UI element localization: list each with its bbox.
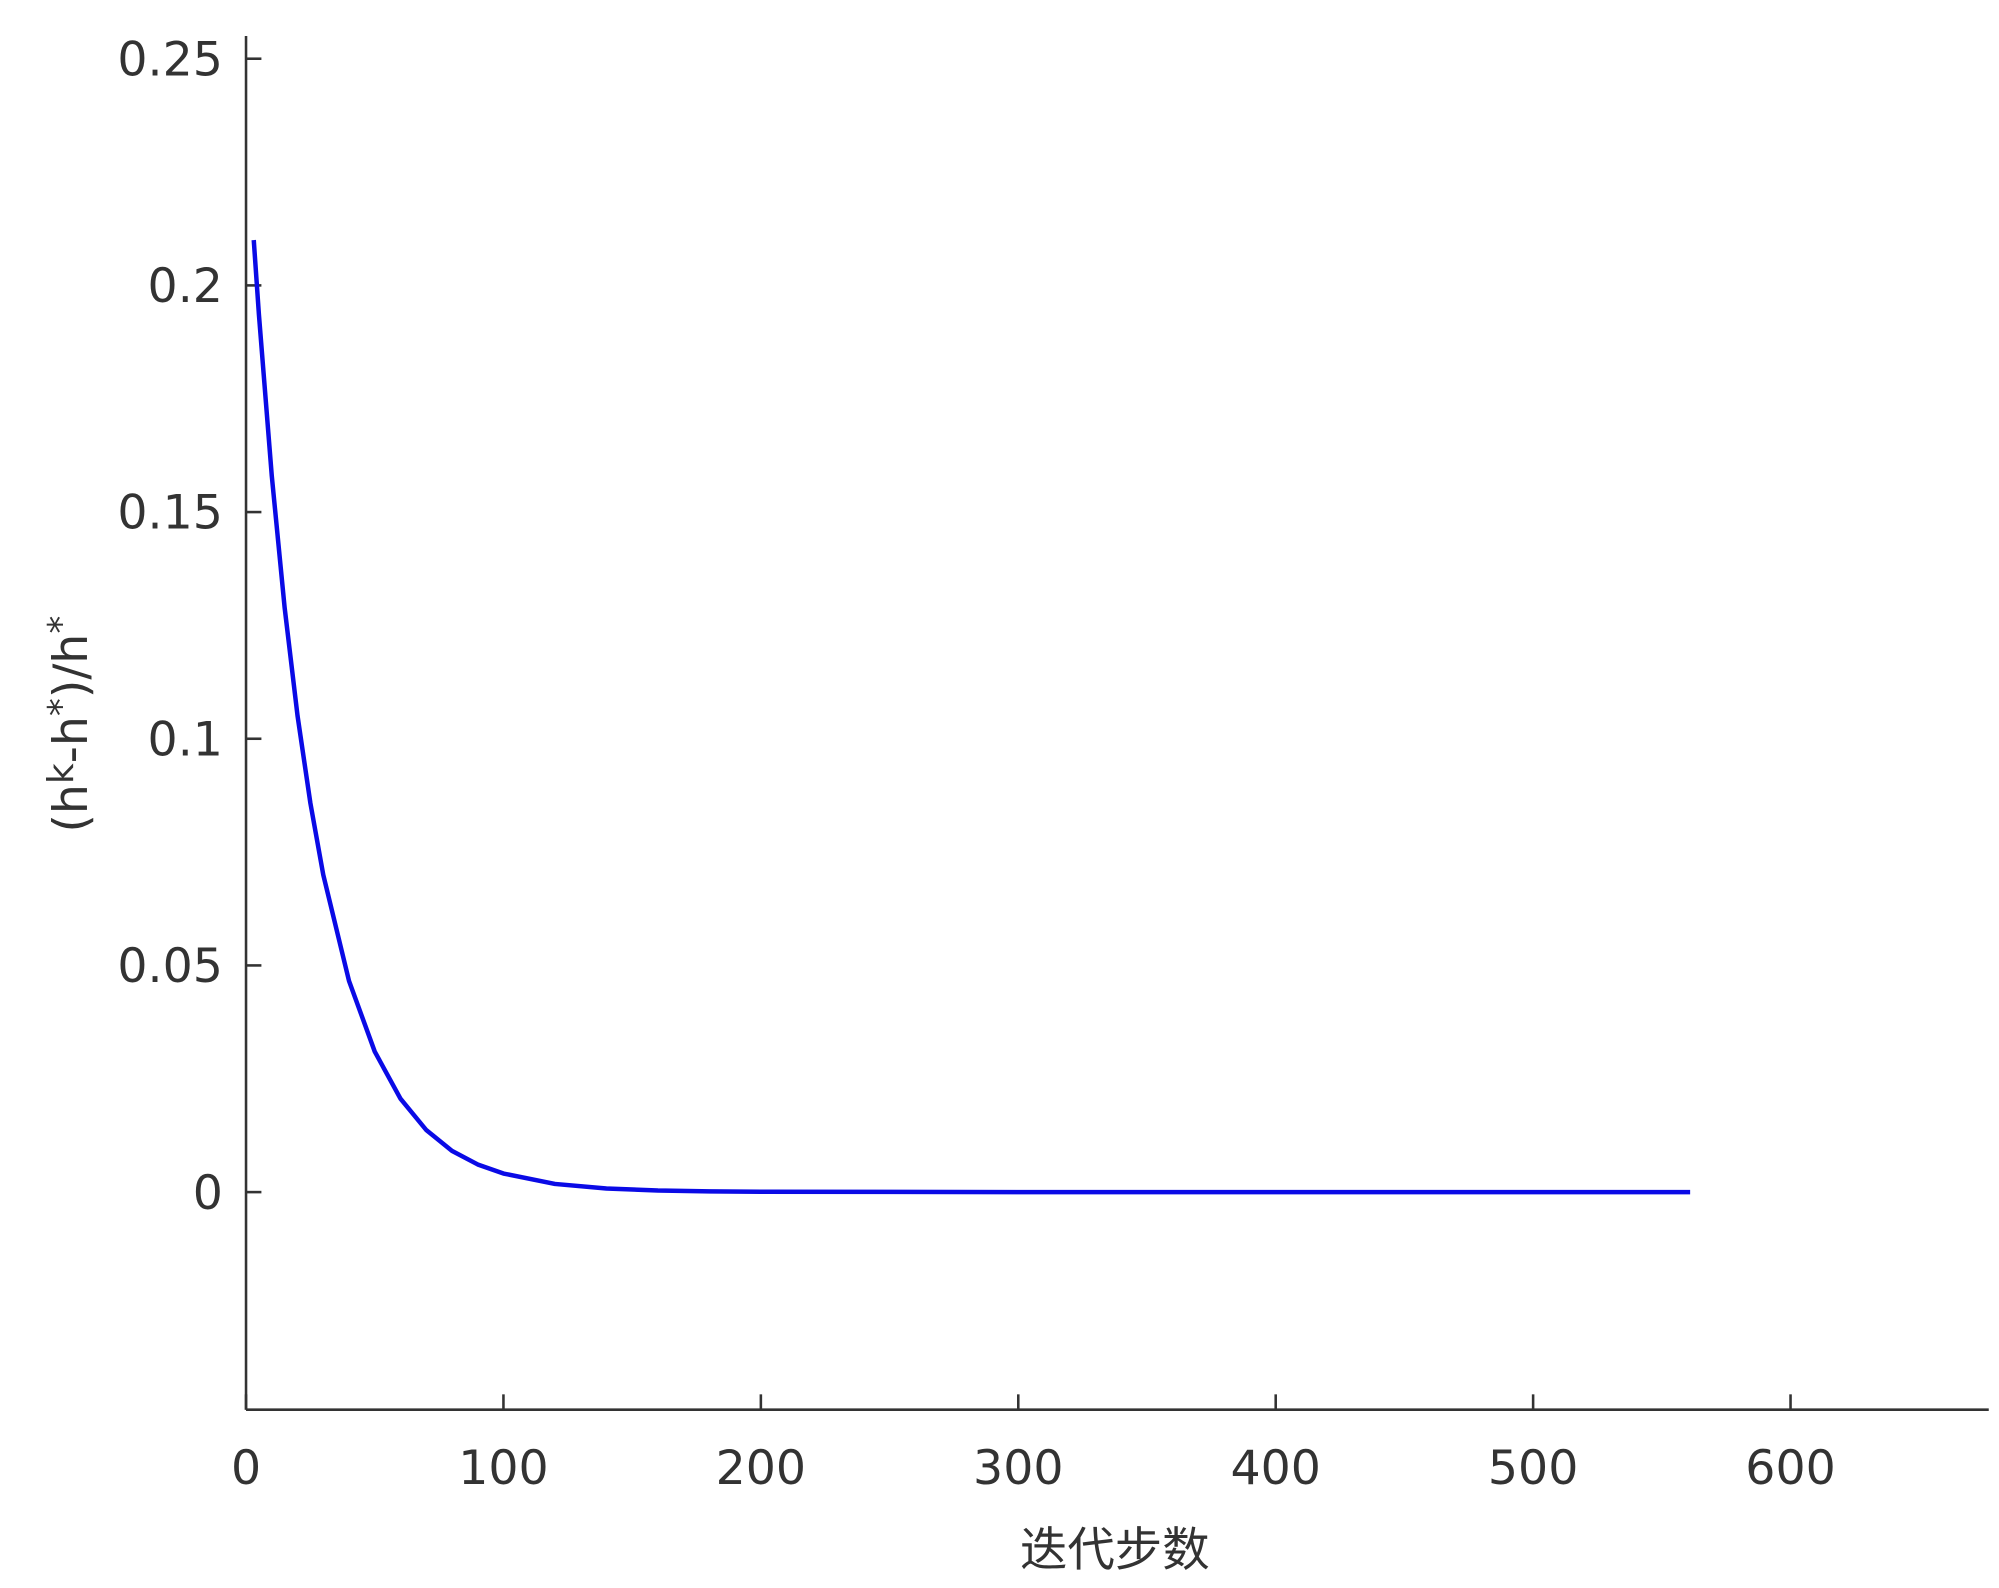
x-tick-label: 500 — [1488, 1441, 1578, 1496]
data-line — [251, 239, 1691, 1195]
y-tick-label: 0.15 — [117, 486, 223, 541]
x-tick-label: 300 — [973, 1441, 1063, 1496]
x-tick-label: 400 — [1230, 1441, 1320, 1496]
y-tick-label: 0.2 — [148, 259, 223, 314]
y-axis-label-part: k — [41, 763, 82, 784]
y-tick-label: 0.25 — [117, 32, 223, 87]
y-tick-label: 0.1 — [148, 712, 223, 767]
y-axis-label-part: (h — [44, 784, 99, 833]
x-tick-label: 100 — [458, 1441, 548, 1496]
y-axis-label-part: )/h — [44, 634, 99, 699]
y-axis-label-part: * — [41, 698, 82, 716]
y-tick-label: 0 — [193, 1166, 223, 1221]
x-tick-label: 600 — [1745, 1441, 1835, 1496]
y-axis-label-part: * — [41, 616, 82, 634]
x-tick-label: 200 — [716, 1441, 806, 1496]
x-tick-label: 0 — [231, 1441, 261, 1496]
y-axis-label-part: -h — [44, 716, 99, 763]
y-axis-label: (hk-h*)/h* — [41, 616, 99, 833]
y-tick-label: 0.05 — [117, 939, 223, 994]
x-axis-label: 迭代步数 — [1020, 1523, 1210, 1578]
